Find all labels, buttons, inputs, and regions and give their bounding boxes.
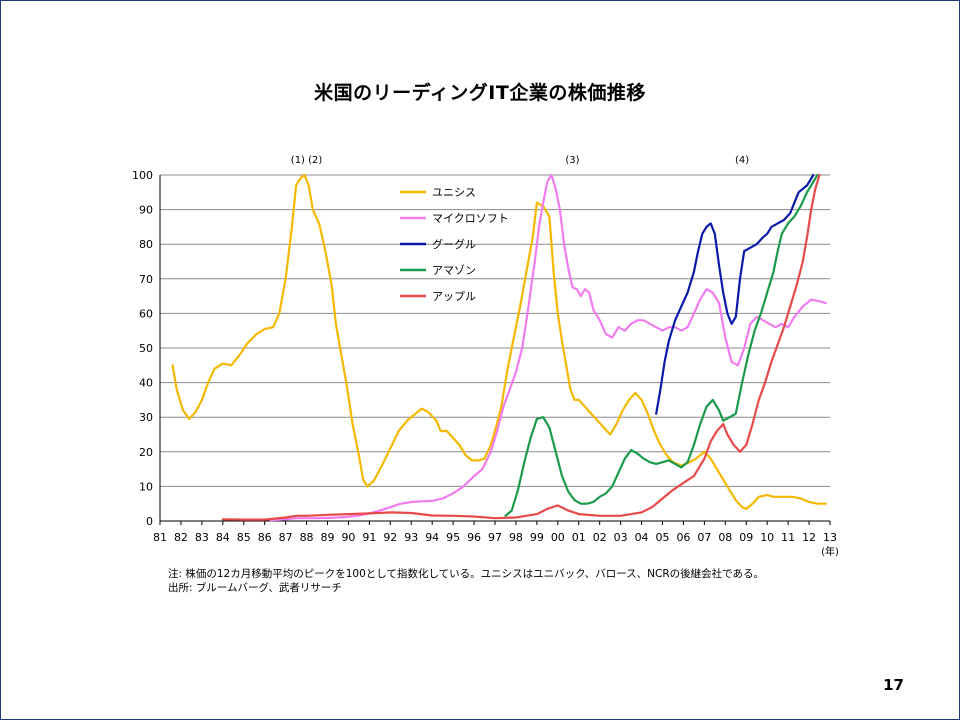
y-tick-label: 30	[139, 411, 153, 424]
x-tick-label: 92	[383, 531, 397, 544]
page-title: 米国のリーディングIT企業の株価推移	[314, 82, 646, 104]
y-tick-label: 20	[139, 446, 153, 459]
x-tick-label: 10	[760, 531, 774, 544]
y-tick-label: 90	[139, 204, 153, 217]
x-tick-label: 06	[676, 531, 690, 544]
chart-note: 注: 株価の12カ月移動平均のピークを100として指数化している。ユニシスはユニ…	[168, 568, 765, 580]
series-line	[269, 173, 827, 522]
series-line	[655, 173, 815, 415]
x-tick-label: 95	[446, 531, 460, 544]
legend-label: アマゾン	[432, 264, 476, 277]
series-line	[171, 173, 827, 510]
x-tick-label: 07	[697, 531, 711, 544]
x-axis-unit: (年)	[821, 545, 839, 558]
y-tick-label: 40	[139, 377, 153, 390]
y-tick-label: 60	[139, 307, 153, 320]
x-tick-label: 89	[321, 531, 335, 544]
x-tick-label: 90	[341, 531, 355, 544]
x-tick-label: 04	[635, 531, 649, 544]
x-tick-label: 93	[404, 531, 418, 544]
x-tick-label: 97	[488, 531, 502, 544]
y-tick-label: 50	[139, 342, 153, 355]
legend-label: グーグル	[432, 237, 476, 251]
x-tick-label: 85	[237, 531, 251, 544]
x-tick-label: 05	[656, 531, 670, 544]
x-tick-label: 87	[279, 531, 293, 544]
x-tick-label: 91	[362, 531, 376, 544]
x-tick-label: 98	[509, 531, 523, 544]
series-line	[504, 173, 819, 517]
x-tick-label: 02	[593, 531, 607, 544]
x-tick-label: 81	[153, 531, 167, 544]
y-tick-label: 70	[139, 273, 153, 286]
x-tick-label: 11	[781, 531, 795, 544]
x-tick-label: 01	[572, 531, 586, 544]
x-tick-label: 09	[739, 531, 753, 544]
legend-label: ユニシス	[432, 186, 476, 199]
chart-source: 出所: ブルームバーグ、武者リサーチ	[168, 582, 342, 594]
x-tick-label: 99	[530, 531, 544, 544]
x-tick-label: 03	[614, 531, 628, 544]
legend-label: マイクロソフト	[432, 212, 509, 225]
x-tick-label: 12	[802, 531, 816, 544]
legend-label: アップル	[432, 290, 476, 303]
x-tick-label: 08	[718, 531, 732, 544]
x-tick-label: 82	[174, 531, 188, 544]
y-tick-label: 10	[139, 480, 153, 493]
chart-annotation: (4)	[735, 155, 749, 166]
chart-annotation: (3)	[565, 155, 579, 166]
page-number: 17	[883, 676, 904, 694]
chart-annotation: (1) (2)	[291, 155, 323, 166]
y-tick-label: 80	[139, 238, 153, 251]
x-tick-label: 83	[195, 531, 209, 544]
x-tick-label: 94	[425, 531, 439, 544]
y-tick-label: 0	[146, 515, 153, 528]
x-tick-label: 96	[467, 531, 481, 544]
series-line	[221, 173, 821, 521]
x-tick-label: 88	[300, 531, 314, 544]
x-tick-label: 00	[551, 531, 565, 544]
x-tick-label: 13	[823, 531, 837, 544]
y-tick-label: 100	[132, 169, 153, 182]
x-tick-label: 84	[216, 531, 230, 544]
x-tick-label: 86	[258, 531, 272, 544]
